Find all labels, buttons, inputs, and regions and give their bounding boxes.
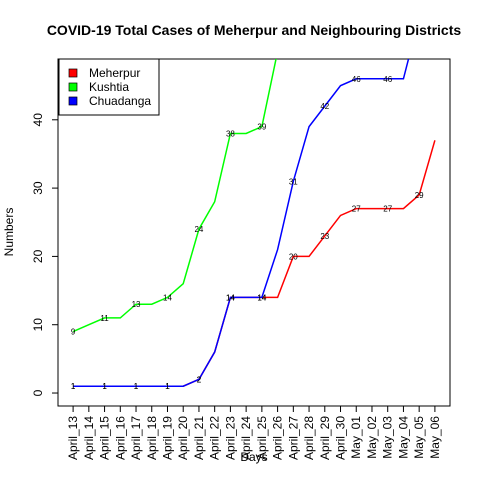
x-tick-label: April_22 (208, 416, 222, 460)
data-label: 9 (71, 328, 76, 337)
data-label: 2 (197, 375, 202, 384)
data-label: 1 (102, 382, 107, 391)
x-tick-label: April_24 (239, 416, 253, 460)
data-label: 14 (257, 293, 266, 302)
x-tick-label: April_23 (223, 416, 237, 460)
x-tick-label: April_21 (192, 416, 206, 460)
x-tick-label: April_26 (271, 416, 285, 460)
x-tick-label: April_18 (145, 416, 159, 460)
x-tick-label: April_15 (98, 416, 112, 460)
x-tick-label: May_02 (365, 416, 379, 459)
x-tick-label: May_05 (412, 416, 426, 459)
x-tick-label: April_27 (286, 416, 300, 460)
legend-label: Kushtia (89, 80, 129, 94)
y-tick-label: 20 (31, 249, 45, 263)
data-label: 24 (194, 225, 203, 234)
data-label: 42 (320, 102, 329, 111)
legend-swatch (68, 82, 78, 92)
x-tick-label: May_01 (349, 416, 363, 459)
data-label: 1 (165, 382, 170, 391)
x-tick-label: April_16 (113, 416, 127, 460)
data-label: 14 (163, 293, 172, 302)
x-tick-label: April_20 (176, 416, 190, 460)
data-label: 14 (226, 293, 235, 302)
data-label: 1 (165, 382, 170, 391)
y-tick-label: 0 (31, 389, 45, 396)
data-label: 20 (289, 252, 298, 261)
data-label: 2 (197, 375, 202, 384)
data-label: 13 (132, 300, 141, 309)
data-label: 23 (320, 232, 329, 241)
x-tick-label: April_19 (160, 416, 174, 460)
y-axis-label: Numbers (2, 208, 16, 257)
data-label: 14 (257, 293, 266, 302)
x-tick-label: April_25 (255, 416, 269, 460)
x-tick-label: April_28 (302, 416, 316, 460)
legend-swatch (68, 68, 78, 78)
data-label: 1 (134, 382, 139, 391)
data-label: 11 (100, 314, 109, 323)
data-label: 46 (383, 75, 392, 84)
x-tick-label: May_04 (396, 416, 410, 459)
y-tick-label: 40 (31, 113, 45, 127)
data-label: 27 (383, 205, 392, 214)
x-tick-label: April_14 (82, 416, 96, 460)
x-tick-label: May_06 (428, 416, 442, 459)
y-tick-label: 10 (31, 318, 45, 332)
x-tick-label: May_03 (381, 416, 395, 459)
chart-title: COVID-19 Total Cases of Meherpur and Nei… (47, 22, 462, 38)
data-label: 1 (102, 382, 107, 391)
data-label: 31 (289, 177, 298, 186)
plot-frame (57, 58, 451, 407)
legend-label: Meherpur (89, 66, 140, 80)
plot-area (72, 59, 436, 387)
legend-swatch (68, 96, 78, 106)
x-tick-label: April_30 (334, 416, 348, 460)
data-label: 38 (226, 129, 235, 138)
x-tick-label: April_13 (66, 416, 80, 460)
data-label: 46 (352, 75, 361, 84)
x-tick-label: April_29 (318, 416, 332, 460)
series-line (73, 59, 410, 387)
data-label: 29 (415, 191, 424, 200)
data-label: 1 (134, 382, 139, 391)
y-tick-label: 30 (31, 181, 45, 195)
data-label: 27 (352, 205, 361, 214)
data-label: 39 (257, 123, 266, 132)
data-label: 1 (71, 382, 76, 391)
x-axis-label: Days (240, 450, 267, 464)
series-line (72, 59, 277, 333)
data-label: 14 (226, 293, 235, 302)
data-label: 1 (71, 382, 76, 391)
x-tick-label: April_17 (129, 416, 143, 460)
legend-label: Chuadanga (89, 94, 151, 108)
